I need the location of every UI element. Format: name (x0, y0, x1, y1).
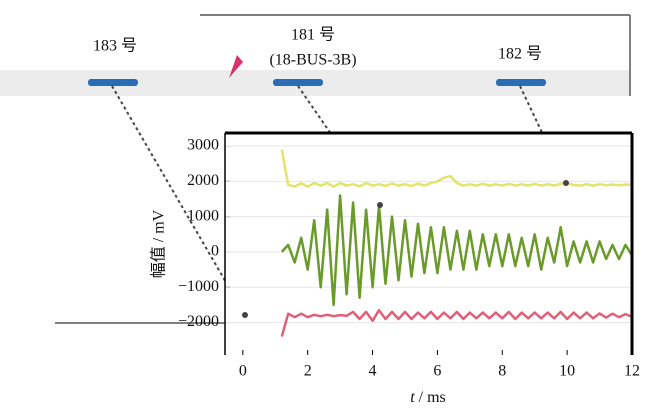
annotation: 182 号 (498, 45, 542, 63)
series-line (280, 308, 633, 337)
series-line (280, 149, 633, 188)
y-tick-label: −1000 (178, 278, 219, 295)
x-tick-label: 0 (239, 363, 247, 380)
sensor-182 (496, 79, 546, 86)
x-axis-label: t / ms (410, 389, 446, 406)
x-tick-label: 8 (498, 363, 506, 380)
pointer-dot (563, 180, 569, 186)
x-tick-label: 2 (304, 363, 312, 380)
x-tick-label: 6 (433, 363, 441, 380)
y-tick-label: 0 (211, 243, 219, 260)
annotation: 181 号 (291, 26, 335, 44)
series-line (280, 194, 634, 307)
pointer-dot (242, 312, 248, 318)
y-tick-label: 3000 (187, 137, 219, 154)
y-tick-label: 1000 (187, 207, 219, 224)
x-axis-var: t (410, 389, 415, 406)
x-tick-label: 12 (624, 363, 640, 380)
annotation: 183 号 (93, 37, 137, 55)
x-axis-unit: / ms (419, 389, 446, 406)
sensor-181 (273, 79, 323, 86)
x-tick-label: 4 (369, 363, 377, 380)
pointer-dot (377, 202, 383, 208)
x-tick-label: 10 (559, 363, 575, 380)
annotation: (18-BUS-3B) (269, 52, 356, 69)
pointer-line (111, 85, 246, 316)
y-axis-label: 幅值 / mV (150, 209, 168, 278)
source-marker (229, 55, 243, 78)
y-tick-label: 2000 (187, 172, 219, 189)
y-tick-label: −2000 (178, 313, 219, 330)
sensor-183 (88, 79, 138, 86)
